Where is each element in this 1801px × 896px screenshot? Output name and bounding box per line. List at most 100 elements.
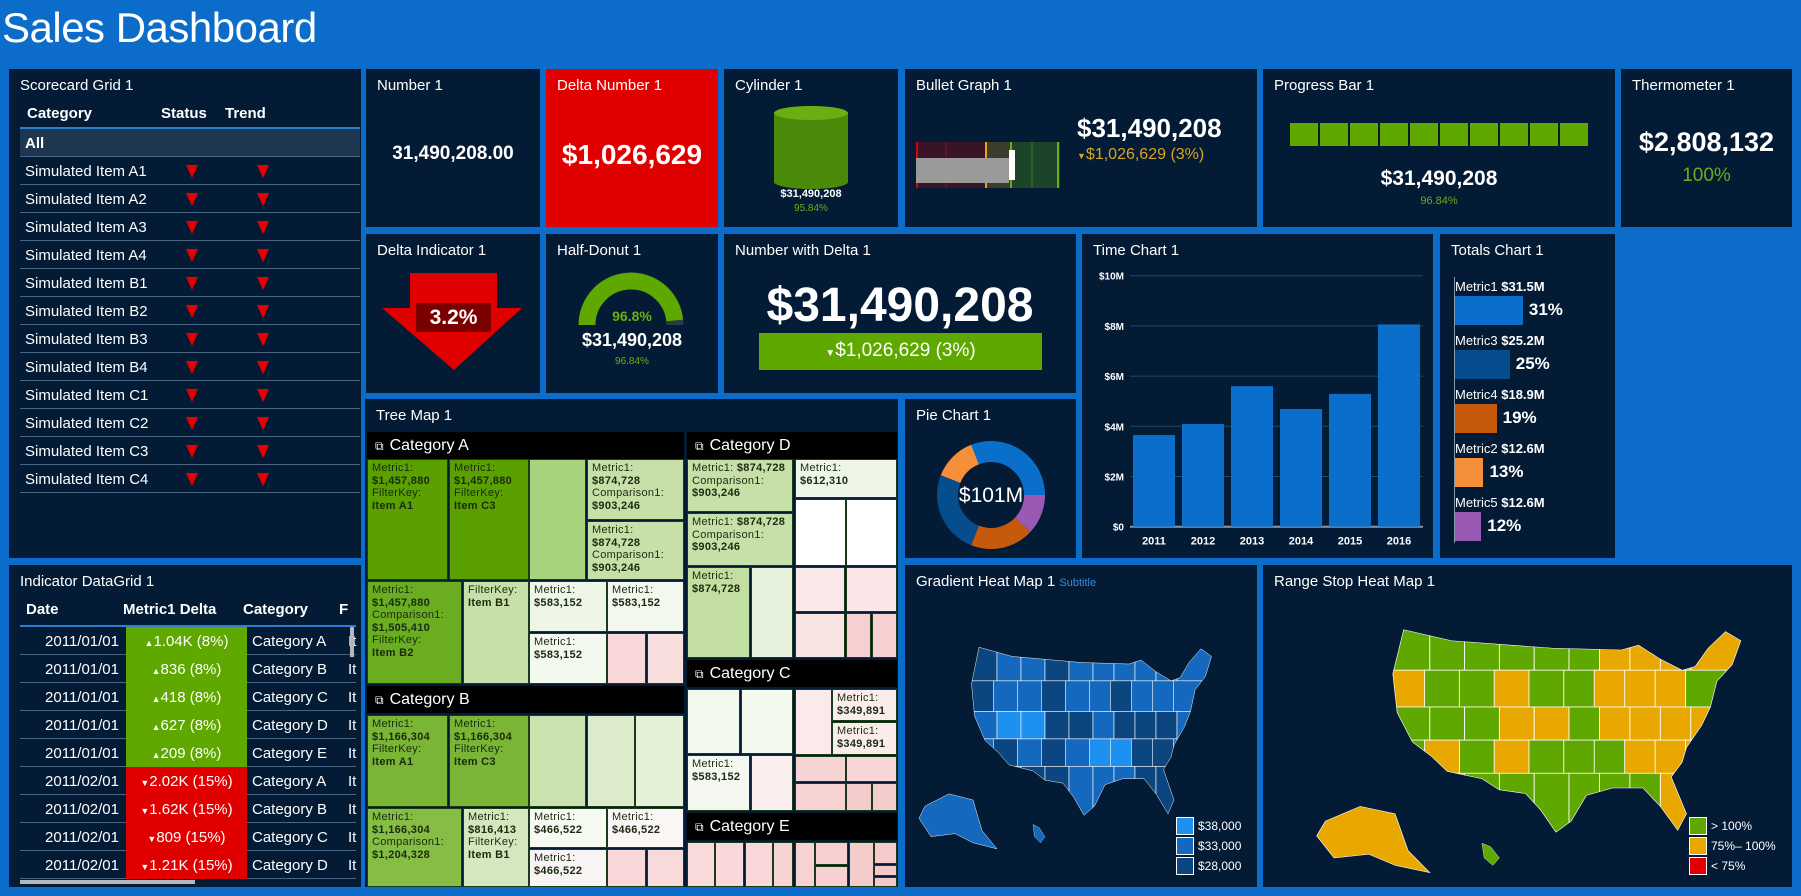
state-region[interactable] xyxy=(1498,772,1535,836)
state-region[interactable] xyxy=(970,711,998,740)
datagrid-row[interactable]: 2011/01/01 ▲418 (8%) Category C It xyxy=(20,683,356,711)
alaska-region[interactable] xyxy=(1316,806,1431,874)
datagrid-row[interactable]: 2011/01/01▲1.04K (8%)Category AIt xyxy=(20,627,356,655)
totals-bar[interactable] xyxy=(1455,350,1510,379)
treemap-cell[interactable] xyxy=(874,865,897,876)
state-region[interactable] xyxy=(1659,626,1692,671)
treemap-cell[interactable] xyxy=(795,567,845,612)
treemap-cell[interactable]: Metric1: $349,891 xyxy=(832,689,897,721)
column-header-category[interactable]: Category xyxy=(27,105,93,122)
treemap-cell[interactable]: Metric1: $874,728 Comparison1: $903,246 xyxy=(687,513,793,566)
state-region[interactable] xyxy=(1176,711,1213,740)
column-header-category[interactable]: Category xyxy=(243,601,309,618)
treemap-cell[interactable]: Metric1: $1,457,880 FilterKey: Item C3 xyxy=(449,459,529,580)
state-region[interactable] xyxy=(1152,680,1178,712)
treemap-cell[interactable] xyxy=(849,842,874,887)
state-region[interactable] xyxy=(1629,706,1661,741)
state-region[interactable] xyxy=(1044,766,1070,818)
state-region[interactable] xyxy=(1424,739,1466,774)
state-region[interactable] xyxy=(993,680,1022,712)
state-region[interactable] xyxy=(1017,680,1046,712)
state-region[interactable] xyxy=(1464,772,1500,836)
state-region[interactable] xyxy=(1690,706,1743,741)
state-region[interactable] xyxy=(1134,644,1157,682)
state-region[interactable] xyxy=(1113,711,1136,740)
datagrid-row[interactable]: 2011/01/01 ▲209 (8%) Category E It xyxy=(20,739,356,767)
treemap-cell[interactable]: Metric1: $1,166,304 FilterKey: Item A1 xyxy=(367,715,448,807)
treemap-cell[interactable] xyxy=(529,715,586,807)
treemap-cell[interactable] xyxy=(872,783,897,811)
state-region[interactable] xyxy=(996,644,1022,682)
hawaii-region[interactable] xyxy=(1032,824,1046,844)
treemap-cell[interactable] xyxy=(846,499,897,566)
treemap-cell[interactable]: Metric1: $349,891 xyxy=(832,722,897,755)
state-region[interactable] xyxy=(1391,626,1431,671)
state-region[interactable] xyxy=(1110,680,1136,712)
treemap-cell[interactable] xyxy=(795,689,832,755)
treemap-category-header[interactable]: ⧉ Category D xyxy=(687,432,897,459)
state-region[interactable] xyxy=(1155,644,1178,682)
scorecard-row[interactable]: Simulated Item A3 xyxy=(20,213,360,241)
treemap-cell[interactable] xyxy=(741,689,793,754)
treemap-cell[interactable] xyxy=(874,877,897,887)
treemap-cell[interactable] xyxy=(846,783,872,811)
state-region[interactable] xyxy=(996,711,1022,740)
state-region[interactable] xyxy=(1176,766,1213,818)
treemap-cell[interactable]: Metric1: $816,413 FilterKey: Item B1 xyxy=(463,808,529,887)
treemap-cell[interactable]: Metric1: $1,457,880 Comparison1: $1,505,410… xyxy=(367,581,462,684)
state-region[interactable] xyxy=(1599,626,1631,671)
state-region[interactable] xyxy=(1044,711,1070,740)
scorecard-row[interactable]: Simulated Item A4 xyxy=(20,241,360,269)
pie-slice[interactable] xyxy=(971,517,1031,549)
bar-2013[interactable] xyxy=(1231,386,1273,527)
state-region[interactable] xyxy=(1155,766,1178,818)
treemap-cell[interactable]: Metric1: $583,152 xyxy=(687,755,750,811)
datagrid-row[interactable]: 2011/02/01 ▼1.21K (15%) Category D It xyxy=(20,851,356,879)
state-region[interactable] xyxy=(1176,644,1213,682)
treemap-cell[interactable]: Metric1: $583,152 xyxy=(607,581,684,632)
state-region[interactable] xyxy=(1458,669,1500,708)
state-region[interactable] xyxy=(966,738,998,767)
pie-slice[interactable] xyxy=(1015,495,1045,532)
treemap-cell[interactable] xyxy=(687,842,715,887)
state-region[interactable] xyxy=(996,766,1022,818)
column-header-trend[interactable]: Trend xyxy=(225,105,266,122)
state-region[interactable] xyxy=(1593,739,1631,774)
state-region[interactable] xyxy=(1134,766,1157,818)
state-region[interactable] xyxy=(1568,626,1600,671)
datagrid-row[interactable]: 2011/02/01 ▼809 (15%) Category C It xyxy=(20,823,356,851)
datagrid-row[interactable]: 2011/01/01 ▲836 (8%) Category B It xyxy=(20,655,356,683)
state-region[interactable] xyxy=(1020,644,1046,682)
state-region[interactable] xyxy=(1624,669,1661,708)
totals-bar[interactable] xyxy=(1455,458,1484,487)
treemap-cell[interactable]: Metric1: $583,152 xyxy=(529,581,607,632)
treemap-category-header[interactable]: ⧉ Category B xyxy=(367,686,684,713)
treemap-cell[interactable]: Metric1: $583,152 xyxy=(529,633,607,684)
state-region[interactable] xyxy=(1155,711,1178,740)
state-region[interactable] xyxy=(1429,772,1466,836)
state-region[interactable] xyxy=(1624,739,1661,774)
treemap-cell[interactable] xyxy=(846,613,871,658)
state-region[interactable] xyxy=(1134,711,1157,740)
treemap-cell[interactable]: Metric1: $466,522 xyxy=(607,808,684,848)
us-range-map[interactable] xyxy=(1308,615,1743,880)
treemap-cell[interactable] xyxy=(795,613,845,658)
totals-bar[interactable] xyxy=(1455,296,1523,325)
treemap-cell[interactable]: Metric1: $874,728 Comparison1: $903,246 xyxy=(687,459,793,512)
alaska-region[interactable] xyxy=(918,793,998,850)
treemap-cell[interactable] xyxy=(795,842,815,887)
state-region[interactable] xyxy=(1629,772,1661,836)
column-header-status[interactable]: Status xyxy=(161,105,207,122)
scorecard-row[interactable]: Simulated Item B2 xyxy=(20,297,360,325)
treemap-cell[interactable] xyxy=(795,783,846,811)
datagrid-row[interactable]: 2011/02/01 ▼2.02K (15%) Category A It xyxy=(20,767,356,795)
state-region[interactable] xyxy=(993,738,1022,767)
state-region[interactable] xyxy=(1041,738,1070,767)
state-region[interactable] xyxy=(1429,626,1466,671)
bar-2016[interactable] xyxy=(1378,324,1420,527)
state-region[interactable] xyxy=(1599,706,1631,741)
state-region[interactable] xyxy=(1092,711,1115,740)
state-region[interactable] xyxy=(1065,738,1094,767)
state-region[interactable] xyxy=(1659,706,1692,741)
state-region[interactable] xyxy=(970,644,998,682)
